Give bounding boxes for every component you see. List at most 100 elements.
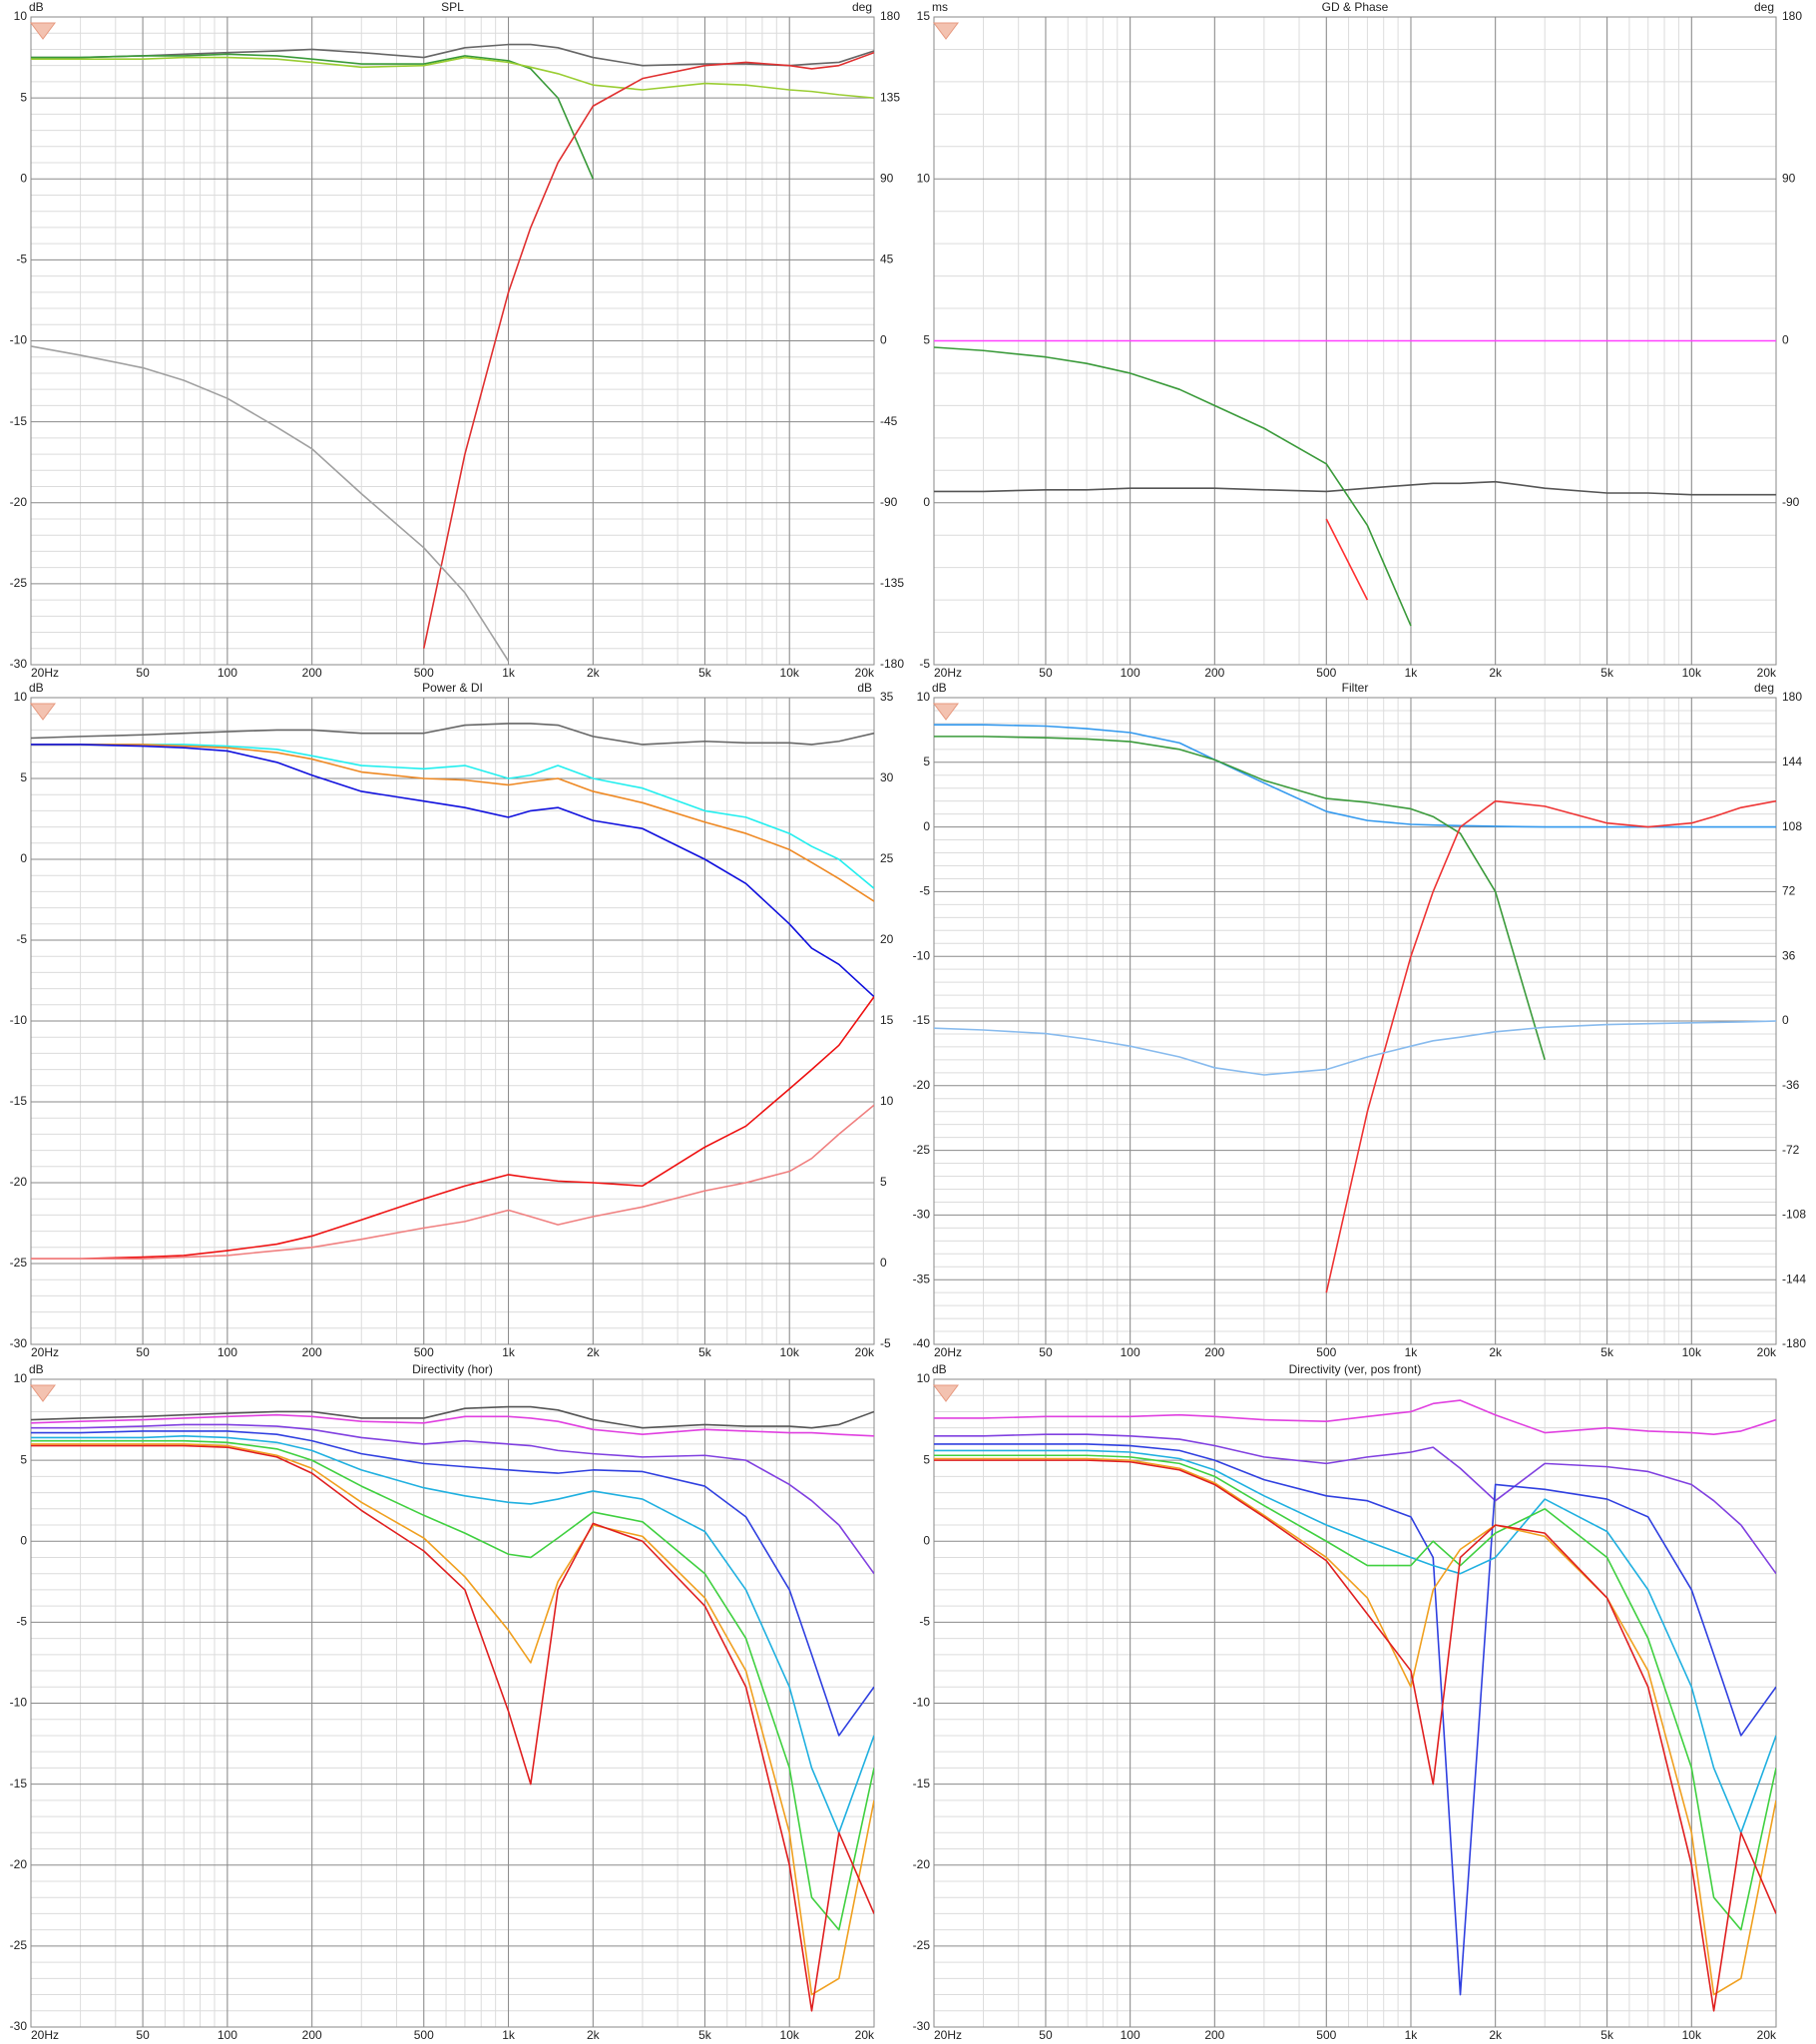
y-axis-label: ms	[932, 0, 948, 14]
y-tick-label: -20	[913, 1857, 931, 1871]
y-tick-label: 10	[917, 690, 931, 704]
x-tick-label: 20Hz	[31, 1345, 59, 1359]
y2-tick-label: 90	[880, 171, 894, 185]
y-tick-label: 5	[20, 770, 27, 784]
series-line	[31, 1405, 874, 1429]
x-tick-label: 200	[302, 2028, 322, 2042]
y2-tick-label: -90	[880, 495, 898, 509]
series-line	[31, 345, 510, 662]
x-tick-label: 2k	[1489, 1345, 1503, 1359]
panel: 20Hz 50 100 200 500 1k 2k 5k 10k 20k1050-5-10-15-…	[913, 681, 1807, 1359]
x-tick-label: 20Hz	[31, 666, 59, 680]
y-axis-label: dB	[29, 681, 44, 695]
y-tick-label: 0	[20, 171, 27, 185]
y-tick-label: 5	[20, 90, 27, 104]
y2-tick-label: -180	[1782, 1336, 1806, 1350]
panel: 20Hz 50 100 200 500 1k 2k 5k 10k 20k1050-5-10-15-…	[10, 1362, 875, 2042]
series-line	[31, 56, 874, 99]
y-tick-label: -15	[913, 1013, 931, 1027]
x-tick-label: 100	[218, 1345, 237, 1359]
y-tick-label: 5	[923, 755, 930, 768]
logo	[30, 22, 56, 40]
y-tick-label: -10	[10, 1696, 28, 1710]
y2-tick-label: 180	[880, 9, 900, 23]
x-tick-label: 20Hz	[31, 2028, 59, 2042]
y2-tick-label: 0	[1782, 1013, 1789, 1027]
y2-tick-label: -36	[1782, 1078, 1800, 1092]
logo	[933, 1384, 959, 1402]
x-tick-label: 10k	[780, 1345, 800, 1359]
x-tick-label: 100	[1121, 2028, 1140, 2042]
y-tick-label: -20	[10, 1175, 28, 1189]
y-tick-label: -25	[913, 1938, 931, 1952]
y2-tick-label: 0	[1782, 333, 1789, 347]
series-line	[934, 1459, 1776, 2012]
y-tick-label: -25	[10, 576, 28, 590]
y2-tick-label: -90	[1782, 495, 1800, 509]
y2-tick-label: 5	[880, 1175, 887, 1189]
x-tick-label: 200	[302, 1345, 322, 1359]
x-tick-label: 5k	[698, 1345, 712, 1359]
y-tick-label: -10	[913, 1696, 931, 1710]
y2-tick-label: -108	[1782, 1208, 1806, 1222]
x-tick-label: 500	[1316, 666, 1336, 680]
series-line	[934, 1020, 1776, 1076]
series-line	[31, 1439, 874, 1931]
y2-tick-label: 45	[880, 253, 894, 266]
y-axis-label: dB	[932, 1362, 947, 1376]
y2-axis-label: deg	[1754, 681, 1774, 695]
x-tick-label: 2k	[1489, 666, 1503, 680]
y-axis-label: dB	[29, 1362, 44, 1376]
series-line	[31, 53, 595, 180]
chart-title: Directivity (ver, pos front)	[1289, 1362, 1422, 1376]
y-tick-label: -30	[10, 657, 28, 671]
x-tick-label: 200	[1204, 1345, 1224, 1359]
y2-tick-label: 10	[880, 1094, 894, 1108]
series-line	[934, 346, 1412, 627]
x-tick-label: 2k	[1489, 2028, 1503, 2042]
y2-tick-label: 0	[880, 333, 887, 347]
series-line	[934, 1457, 1776, 1996]
series-line	[31, 1444, 874, 2012]
y-tick-label: 5	[923, 1452, 930, 1466]
y2-tick-label: -72	[1782, 1143, 1800, 1157]
logo	[30, 1384, 56, 1402]
x-tick-label: 500	[414, 666, 434, 680]
y-tick-label: 5	[20, 1452, 27, 1466]
y-tick-label: -20	[10, 495, 28, 509]
x-tick-label: 2k	[587, 1345, 601, 1359]
x-tick-label: 500	[1316, 1345, 1336, 1359]
series-line	[31, 1434, 874, 1834]
y-tick-label: -30	[913, 2019, 931, 2033]
y-tick-label: -25	[913, 1143, 931, 1157]
y2-tick-label: -5	[880, 1336, 891, 1350]
x-tick-label: 200	[1204, 2028, 1224, 2042]
y2-tick-label: 144	[1782, 755, 1802, 768]
x-tick-label: 100	[218, 666, 237, 680]
y2-axis-label: deg	[1754, 0, 1774, 14]
y-tick-label: -5	[919, 1615, 930, 1629]
x-tick-label: 1k	[502, 2028, 516, 2042]
y-tick-label: -40	[913, 1336, 931, 1350]
series-line	[422, 51, 874, 649]
x-tick-label: 20k	[855, 666, 875, 680]
x-tick-label: 20k	[1757, 666, 1777, 680]
x-tick-label: 2k	[587, 666, 601, 680]
series-line	[31, 723, 874, 746]
y2-tick-label: 25	[880, 851, 894, 865]
y-tick-label: -20	[10, 1857, 28, 1871]
series-line	[934, 1433, 1776, 1575]
y-tick-label: -5	[919, 884, 930, 898]
series-line	[31, 1413, 874, 1437]
series-line	[31, 1443, 874, 1996]
y2-tick-label: 180	[1782, 690, 1802, 704]
y-tick-label: -10	[10, 1013, 28, 1027]
y-tick-label: 0	[923, 819, 930, 833]
y2-tick-label: 90	[1782, 171, 1796, 185]
series-line	[934, 736, 1546, 1061]
series-line	[31, 744, 874, 998]
series-line	[934, 1443, 1776, 1996]
y-tick-label: -5	[16, 932, 27, 946]
